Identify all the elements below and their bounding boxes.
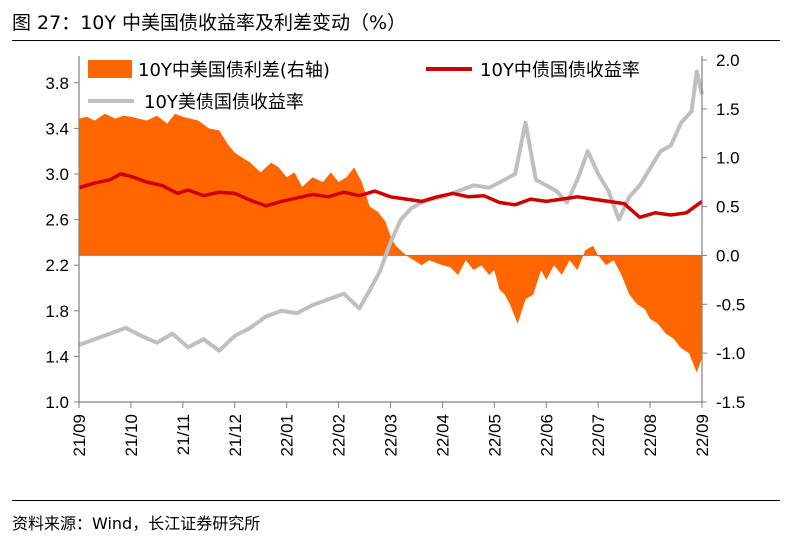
x-tick-label: 21/10: [122, 414, 141, 457]
source-rule: [12, 500, 780, 501]
x-tick-label: 22/07: [589, 414, 608, 457]
title-rule: [12, 40, 780, 41]
x-tick-label: 22/08: [641, 414, 660, 457]
x-tick-label: 21/09: [70, 414, 89, 457]
legend-swatch-spread: [88, 60, 132, 78]
left-tick-label: 2.6: [45, 211, 69, 230]
left-tick-label: 1.0: [45, 393, 69, 412]
right-tick-label: 1.0: [716, 149, 740, 168]
legend-label-china: 10Y中债国债收益率: [480, 60, 640, 81]
x-tick-label: 22/06: [537, 414, 556, 457]
x-tick-label: 22/09: [693, 414, 712, 457]
x-tick-label: 22/03: [382, 414, 401, 457]
x-tick-label: 22/02: [330, 414, 349, 457]
right-tick-label: -0.5: [716, 295, 745, 314]
x-tick-label: 21/11: [174, 414, 193, 455]
legend: 10Y中美国债利差(右轴) 10Y中债国债收益率 10Y美债国债收益率: [88, 60, 640, 113]
right-tick-label: -1.5: [716, 393, 745, 412]
chart-title: 图 27：10Y 中美国债收益率及利差变动（%）: [12, 12, 407, 34]
right-tick-label: 0.0: [716, 246, 740, 265]
left-tick-label: 3.0: [45, 165, 69, 184]
left-tick-label: 2.2: [45, 256, 69, 275]
right-tick-label: 1.5: [716, 100, 740, 119]
left-tick-label: 3.8: [45, 74, 69, 93]
x-tick-label: 22/01: [278, 414, 297, 457]
left-tick-label: 1.4: [45, 347, 69, 366]
legend-label-spread: 10Y中美国债利差(右轴): [138, 60, 330, 81]
right-tick-label: 0.5: [716, 198, 740, 217]
left-tick-label: 3.4: [45, 119, 69, 138]
right-tick-label: 2.0: [716, 51, 740, 70]
x-tick-label: 21/12: [226, 414, 245, 457]
source-note: 资料来源：Wind，长江证券研究所: [12, 514, 261, 533]
series-line-china-yield: [78, 172, 704, 220]
right-tick-label: -1.0: [716, 344, 745, 363]
plot-area: [78, 69, 704, 373]
left-tick-label: 1.8: [45, 302, 69, 321]
x-tick-label: 22/04: [433, 414, 452, 457]
x-tick-label: 22/05: [485, 414, 504, 457]
legend-label-us: 10Y美债国债收益率: [144, 92, 304, 113]
